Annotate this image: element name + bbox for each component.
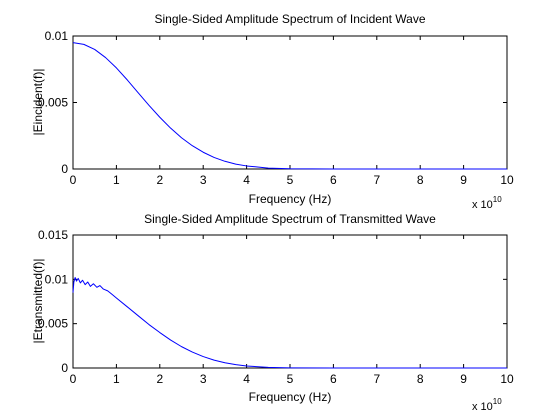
- incident-x-tick-label: 8: [417, 173, 424, 187]
- transmitted-x-tick-label: 4: [243, 372, 250, 386]
- transmitted-y-tick-label: 0.015: [38, 228, 68, 242]
- transmitted-x-multiplier-base: x 10: [472, 401, 493, 413]
- incident-x-tick-label: 9: [460, 173, 467, 187]
- incident-axes-box: [72, 35, 508, 170]
- incident-x-tick-label: 7: [373, 173, 380, 187]
- incident-x-tick-label: 0: [70, 173, 77, 187]
- incident-x-tick-label: 1: [113, 173, 120, 187]
- incident-x-multiplier-exponent: 10: [493, 195, 502, 204]
- transmitted-y-tick-label: 0.01: [45, 272, 69, 286]
- incident-x-tick-label: 4: [243, 173, 250, 187]
- incident-y-tick-label: 0: [61, 162, 68, 176]
- incident-x-tick-label: 5: [287, 173, 294, 187]
- transmitted-x-tick-label: 5: [287, 372, 294, 386]
- incident-x-tick-label: 2: [156, 173, 163, 187]
- incident-x-tick-label: 3: [200, 173, 207, 187]
- transmitted-x-tick-label: 7: [373, 372, 380, 386]
- transmitted-x-tick-label: 8: [417, 372, 424, 386]
- transmitted-x-tick-label: 2: [156, 372, 163, 386]
- incident-x-multiplier-base: x 10: [472, 199, 493, 211]
- incident-x-tick-label: 10: [500, 173, 514, 187]
- transmitted-x-axis-label: Frequency (Hz): [249, 390, 332, 404]
- incident-y-tick-label: 0.01: [45, 29, 69, 43]
- transmitted-y-axis-label: |Etransmitted(f)|: [31, 259, 45, 344]
- transmitted-x-tick-label: 1: [113, 372, 120, 386]
- incident-spectrum-line: [72, 42, 507, 170]
- transmitted-x-tick-label: 10: [500, 372, 514, 386]
- transmitted-spectrum-line: [72, 277, 507, 369]
- transmitted-x-tick-label: 6: [330, 372, 337, 386]
- transmitted-y-tick-label: 0.005: [38, 317, 68, 331]
- transmitted-spectrum-panel: Single-Sided Amplitude Spectrum of Trans…: [31, 212, 514, 413]
- transmitted-y-tick-label: 0: [61, 361, 68, 375]
- transmitted-chart-marks: 0 1 2 3 4 5 6 7 8 9 10 0 0.005 0.01 0.015: [38, 228, 514, 386]
- incident-chart-marks: 0 1 2 3 4 5 6 7 8 9 10 0 0.005 0.01: [38, 29, 514, 187]
- transmitted-x-tick-label: 9: [460, 372, 467, 386]
- incident-y-axis-label: |Eincident(f)|: [31, 69, 45, 136]
- incident-x-tick-label: 6: [330, 173, 337, 187]
- transmitted-x-tick-label: 0: [70, 372, 77, 386]
- transmitted-x-tick-label: 3: [200, 372, 207, 386]
- transmitted-chart-title: Single-Sided Amplitude Spectrum of Trans…: [144, 212, 436, 226]
- transmitted-x-multiplier-exponent: 10: [493, 397, 502, 406]
- transmitted-axes-box: [72, 234, 508, 369]
- incident-spectrum-panel: Single-Sided Amplitude Spectrum of Incid…: [31, 12, 514, 211]
- incident-y-tick-label: 0.005: [38, 96, 68, 110]
- transmitted-x-multiplier: x 1010: [472, 397, 502, 413]
- incident-chart-title: Single-Sided Amplitude Spectrum of Incid…: [154, 12, 425, 26]
- incident-x-axis-label: Frequency (Hz): [249, 192, 332, 206]
- incident-x-multiplier: x 1010: [472, 195, 502, 211]
